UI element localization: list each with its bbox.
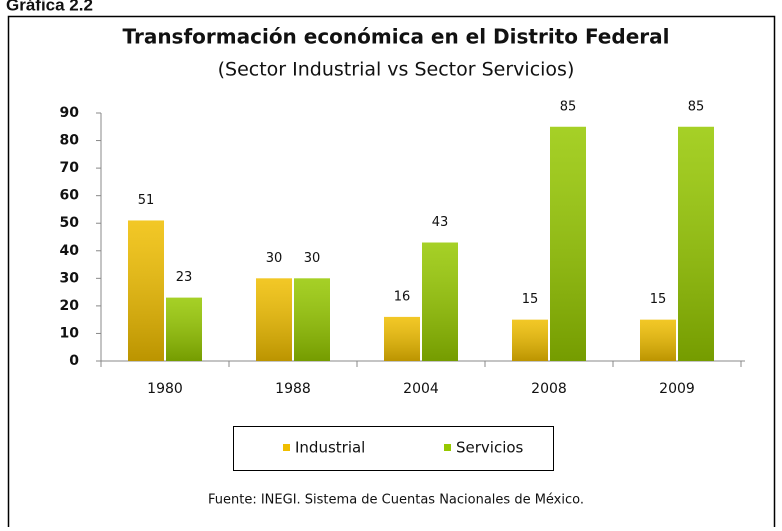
value-label: 85: [688, 99, 705, 114]
value-label: 43: [432, 215, 449, 230]
bar-shade: [166, 297, 202, 361]
legend-swatch: [283, 444, 290, 451]
y-tick-label: 20: [60, 298, 80, 314]
value-label: 16: [394, 289, 411, 304]
value-label: 15: [650, 292, 667, 307]
frame: [7, 15, 776, 531]
x-tick-label: 2004: [403, 381, 439, 397]
source-note: Fuente: INEGI. Sistema de Cuentas Nacion…: [208, 493, 584, 508]
value-label: 15: [522, 292, 539, 307]
bar-shade: [512, 319, 548, 361]
value-label: 23: [176, 270, 193, 285]
y-tick-label: 70: [60, 160, 80, 176]
bar-shade: [640, 319, 676, 361]
bar-shade: [294, 278, 330, 361]
y-tick-label: 0: [69, 353, 79, 369]
y-tick-label: 30: [60, 270, 80, 286]
bar-shade: [128, 220, 164, 361]
bar-shade: [384, 316, 420, 361]
y-tick-label: 10: [60, 325, 80, 341]
value-label: 30: [304, 251, 321, 266]
figure-label: Gráfica 2.2: [6, 0, 93, 14]
chart-subtitle: (Sector Industrial vs Sector Servicios): [218, 59, 575, 81]
y-tick-label: 50: [60, 215, 80, 231]
legend-label: Industrial: [295, 439, 365, 457]
x-tick-label: 1988: [275, 381, 311, 397]
bar-shade: [550, 126, 586, 362]
bar-shade: [678, 126, 714, 362]
chart-title: Transformación económica en el Distrito …: [123, 25, 670, 49]
x-tick-label: 2009: [659, 381, 695, 397]
y-tick-label: 90: [60, 105, 80, 121]
x-tick-label: 2008: [531, 381, 567, 397]
bar-shade: [256, 278, 292, 361]
value-label: 30: [266, 251, 283, 266]
legend-swatch: [444, 444, 451, 451]
y-tick-label: 60: [60, 188, 80, 204]
y-tick-label: 40: [60, 243, 80, 259]
bar-shade: [422, 242, 458, 361]
y-tick-label: 80: [60, 133, 80, 149]
value-label: 51: [138, 193, 155, 208]
value-label: 85: [560, 99, 577, 114]
x-tick-label: 1980: [147, 381, 183, 397]
legend-label: Servicios: [456, 439, 524, 457]
